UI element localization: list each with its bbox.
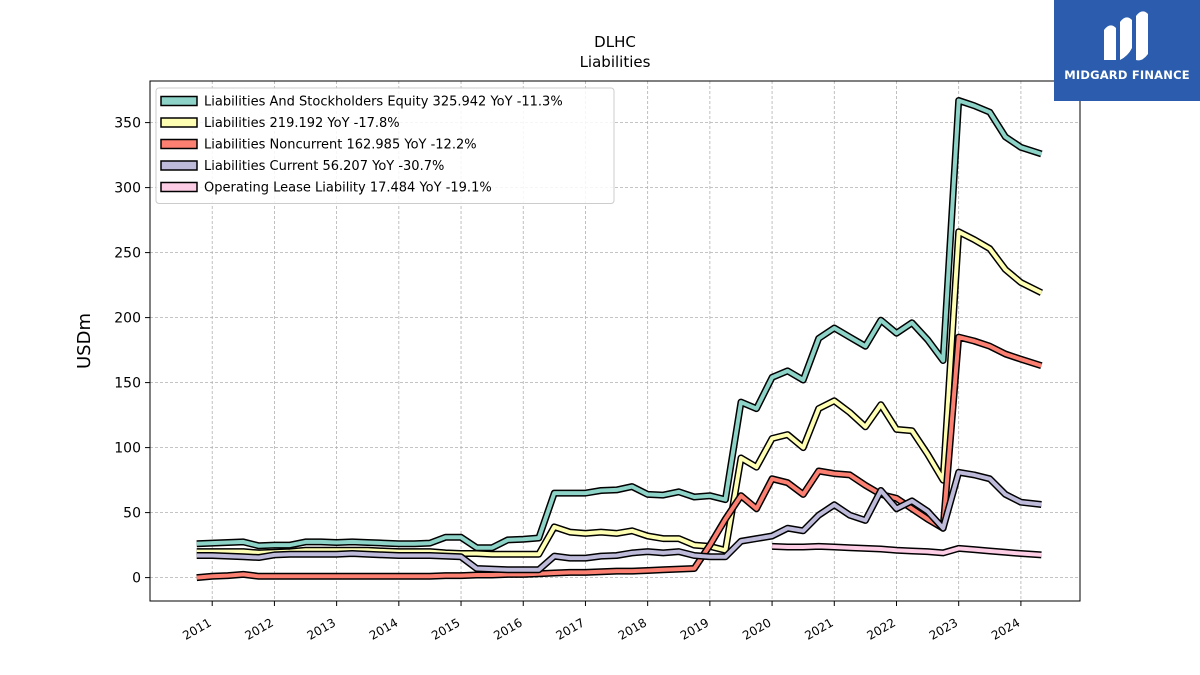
legend-swatch: [160, 160, 198, 171]
logo-mark-icon: [1104, 11, 1148, 61]
legend-entry: Liabilities Current 56.207 YoY -30.7%: [204, 159, 444, 174]
y-tick-label: 350: [114, 116, 141, 132]
y-tick-label: 250: [114, 246, 141, 262]
y-tick-label: 0: [132, 571, 141, 587]
legend-swatch: [160, 138, 198, 150]
series-layer: [196, 97, 1043, 582]
chart-subtitle: Liabilities: [580, 53, 651, 71]
y-tick-label: 150: [114, 376, 141, 392]
series-line-liabilities-current: [196, 470, 1042, 572]
series-line-liabilities: [196, 229, 1043, 557]
legend: Liabilities And Stockholders Equity 325.…: [155, 87, 615, 204]
midgard-finance-logo: MIDGARD FINANCE: [1054, 0, 1200, 101]
logo-text: MIDGARD FINANCE: [1064, 68, 1190, 82]
y-axis-label: USDm: [74, 313, 95, 369]
plot-frame: [149, 80, 1081, 602]
legend-swatch: [160, 117, 198, 128]
series-line-operating-lease-liability: [772, 544, 1042, 557]
series-line-liabilities-noncurrent: [196, 335, 1043, 580]
y-tick-label: 300: [114, 181, 141, 197]
legend-entry: Operating Lease Liability 17.484 YoY -19…: [204, 181, 492, 196]
y-tick-label: 200: [114, 311, 141, 327]
legend-entry: Liabilities 219.192 YoY -17.8%: [204, 116, 400, 131]
legend-entry: Liabilities Noncurrent 162.985 YoY -12.2…: [204, 138, 477, 153]
series-line-liabilities-and-stockholders-equity: [196, 98, 1043, 550]
legend-swatch: [160, 181, 198, 193]
legend-box: [155, 87, 615, 204]
chart-title: DLHC: [594, 33, 636, 51]
legend-swatch: [160, 95, 198, 107]
y-tick-label: 50: [123, 506, 141, 522]
legend-entry: Liabilities And Stockholders Equity 325.…: [204, 95, 563, 110]
y-tick-label: 100: [114, 441, 141, 457]
